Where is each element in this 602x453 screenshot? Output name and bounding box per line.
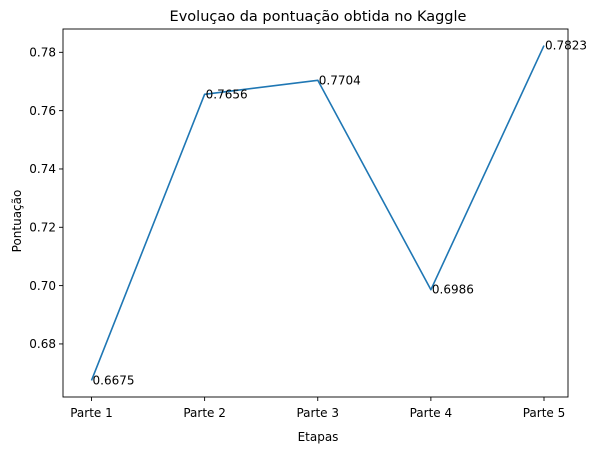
- y-tick-label: 0.70: [29, 279, 56, 293]
- data-label: 0.6986: [432, 283, 474, 297]
- x-axis-label: Etapas: [298, 430, 339, 444]
- y-tick-label: 0.68: [29, 337, 56, 351]
- x-tick-label: Parte 2: [183, 406, 226, 420]
- chart-title: Evoluçao da pontuação obtida no Kaggle: [170, 9, 467, 25]
- plot-frame: [62, 28, 569, 398]
- data-label: 0.7656: [206, 87, 248, 101]
- x-axis-ticks: Parte 1 Parte 2 Parte 3 Parte 4 Parte 5: [70, 397, 565, 420]
- x-tick-label: Parte 4: [410, 406, 453, 420]
- y-axis-ticks: 0.68 0.70 0.72 0.74 0.76 0.78: [29, 46, 63, 351]
- y-tick-label: 0.78: [29, 46, 56, 60]
- data-label: 0.7704: [319, 73, 361, 87]
- x-tick-label: Parte 5: [523, 406, 566, 420]
- x-tick-label: Parte 1: [70, 406, 113, 420]
- y-axis-label: Pontuação: [10, 190, 24, 253]
- series-line: [90, 45, 545, 381]
- data-label: 0.6675: [93, 373, 135, 387]
- data-labels: 0.6675 0.7656 0.7704 0.6986 0.7823: [93, 39, 588, 388]
- y-tick-label: 0.76: [29, 104, 56, 118]
- data-label: 0.7823: [545, 39, 587, 53]
- y-tick-label: 0.72: [29, 220, 56, 234]
- x-tick-label: Parte 3: [296, 406, 339, 420]
- y-tick-label: 0.74: [29, 162, 56, 176]
